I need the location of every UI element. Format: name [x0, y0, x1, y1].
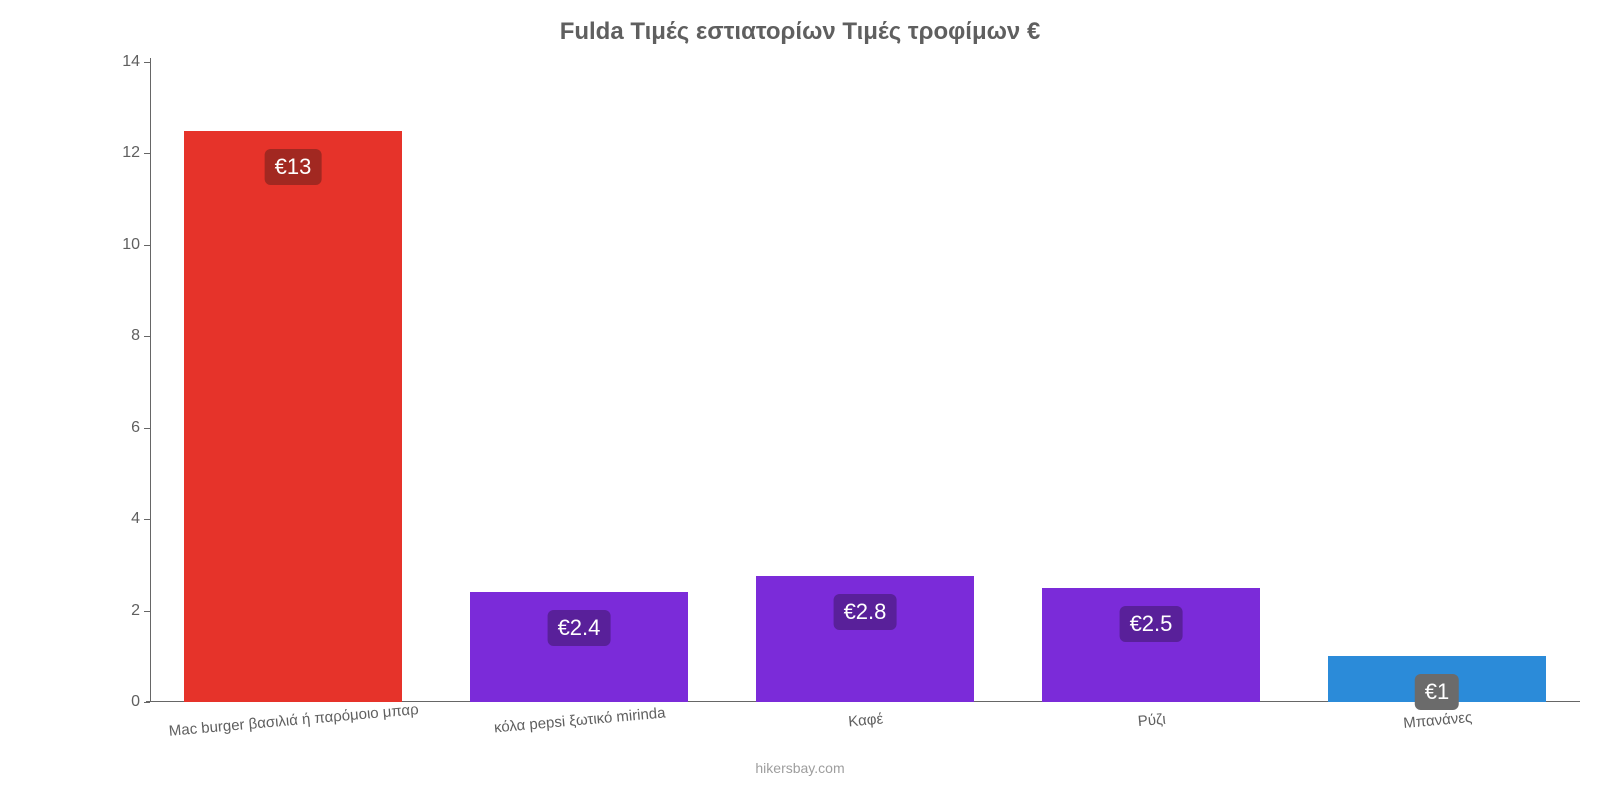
- bar-chart: Fulda Τιμές εστιατορίων Τιμές τροφίμων €…: [0, 0, 1600, 800]
- y-tick-mark: [144, 153, 150, 154]
- y-tick-mark: [144, 702, 150, 703]
- plot-area: 02468101214€13Mac burger βασιλιά ή παρόμ…: [150, 62, 1580, 702]
- y-tick-mark: [144, 519, 150, 520]
- y-tick-mark: [144, 611, 150, 612]
- bar: €2.4: [470, 592, 689, 702]
- x-tick-label: Μπανάνες: [1403, 709, 1473, 732]
- chart-title: Fulda Τιμές εστιατορίων Τιμές τροφίμων €: [0, 18, 1600, 46]
- bar: €13: [184, 131, 403, 702]
- bar-value-label: €2.8: [834, 594, 897, 630]
- y-tick-mark: [144, 336, 150, 337]
- bar: €2.5: [1042, 588, 1261, 702]
- bar: €1: [1328, 656, 1547, 702]
- y-axis-line: [150, 58, 151, 702]
- x-tick-label: κόλα pepsi ξωτικό mirinda: [493, 705, 666, 737]
- y-tick-mark: [144, 62, 150, 63]
- bar-value-label: €13: [265, 149, 322, 185]
- bar-value-label: €2.4: [548, 610, 611, 646]
- bar-value-label: €1: [1415, 674, 1459, 710]
- x-tick-label: Ρύζι: [1137, 711, 1166, 730]
- y-tick-mark: [144, 428, 150, 429]
- x-tick-label: Mac burger βασιλιά ή παρόμοιο μπαρ: [168, 701, 419, 740]
- bar-value-label: €2.5: [1120, 606, 1183, 642]
- chart-credit: hikersbay.com: [0, 760, 1600, 776]
- y-tick-mark: [144, 245, 150, 246]
- x-tick-label: Καφέ: [848, 710, 884, 730]
- bar: €2.8: [756, 576, 975, 702]
